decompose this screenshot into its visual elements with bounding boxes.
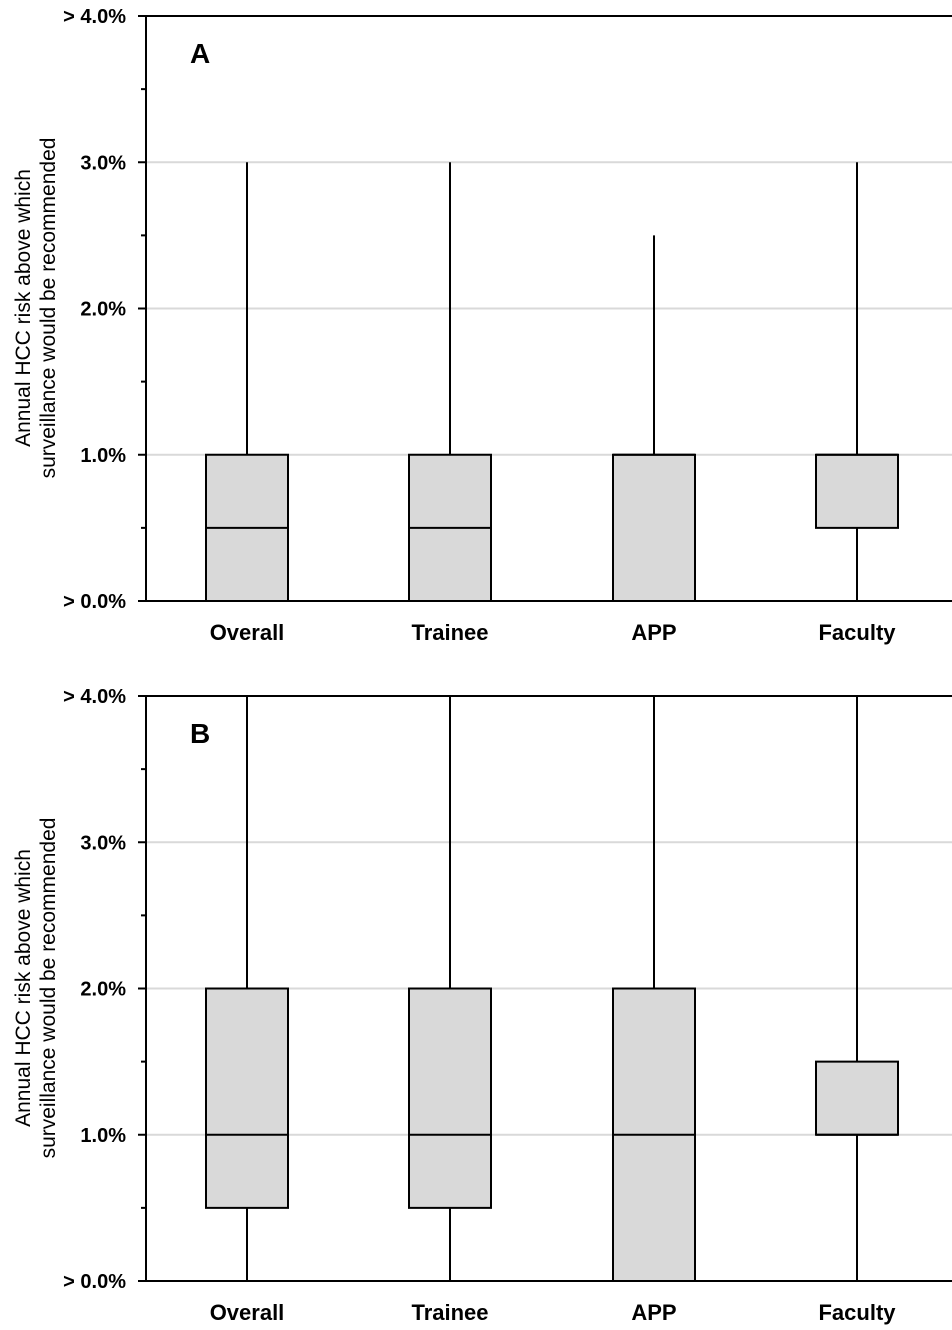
y-axis-label-line: surveillance would be recommended <box>37 818 60 1159</box>
iqr-box <box>408 987 492 1209</box>
iqr-box <box>205 987 289 1209</box>
x-category-label: Faculty <box>818 1300 896 1325</box>
iqr-box <box>612 453 696 602</box>
y-tick-label: > 4.0% <box>63 6 126 28</box>
box-app: APP <box>612 235 696 645</box>
panel-label: A <box>190 38 210 69</box>
y-tick-label: 1.0% <box>80 1125 126 1147</box>
x-category-label: Overall <box>210 620 285 645</box>
y-tick-label: > 0.0% <box>63 1271 126 1293</box>
y-axis-label-line: Annual HCC risk above which <box>12 849 35 1127</box>
x-category-label: APP <box>631 620 676 645</box>
x-category-label: Faculty <box>818 620 896 645</box>
panel-b: > 0.0% 1.0% 2.0% 3.0% > 4.0% Annual HCC risk … <box>12 686 952 1325</box>
box-trainee: Trainee <box>408 162 492 645</box>
y-axis-label: Annual HCC risk above whichsurveillance … <box>12 818 60 1159</box>
panel-label: B <box>190 718 210 749</box>
x-category-label: APP <box>631 1300 676 1325</box>
y-tick-label: 2.0% <box>80 299 126 321</box>
box-overall: Overall <box>205 696 289 1325</box>
box-faculty: Faculty <box>815 162 899 645</box>
panel-a: > 0.0% 1.0% 2.0% 3.0% > 4.0% Annual HCC risk … <box>12 6 952 645</box>
x-category-label: Overall <box>210 1300 285 1325</box>
y-axis-label-line: surveillance would be recommended <box>37 138 60 479</box>
x-category-label: Trainee <box>411 620 488 645</box>
box-faculty: Faculty <box>815 696 899 1325</box>
y-tick-label: > 4.0% <box>63 686 126 708</box>
y-tick-label: 3.0% <box>80 152 126 174</box>
box-overall: Overall <box>205 162 289 645</box>
box-trainee: Trainee <box>408 696 492 1325</box>
iqr-box <box>815 453 899 529</box>
iqr-box <box>815 1060 899 1136</box>
y-tick-label: 2.0% <box>80 979 126 1001</box>
box-app: APP <box>612 696 696 1325</box>
y-tick-label: 1.0% <box>80 445 126 467</box>
y-tick-label: 3.0% <box>80 832 126 854</box>
x-category-label: Trainee <box>411 1300 488 1325</box>
y-axis-label-line: Annual HCC risk above which <box>12 169 35 447</box>
y-axis-label: Annual HCC risk above whichsurveillance … <box>12 138 60 479</box>
y-tick-label: > 0.0% <box>63 591 126 613</box>
